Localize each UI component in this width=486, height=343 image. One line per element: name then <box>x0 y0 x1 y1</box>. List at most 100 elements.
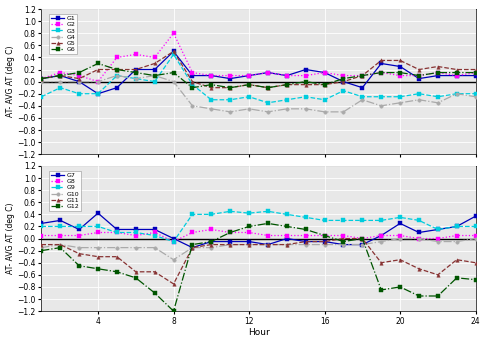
Legend: G1, G2, G3, G4, G5, G6: G1, G2, G3, G4, G5, G6 <box>49 14 77 54</box>
G7 <box>190 246 195 250</box>
G12 <box>416 294 422 298</box>
G11 <box>57 243 63 247</box>
G10 <box>95 246 101 250</box>
G1 <box>360 86 365 90</box>
G4 <box>171 80 176 84</box>
Line: G6: G6 <box>40 62 477 90</box>
Line: G12: G12 <box>40 222 477 313</box>
G12 <box>152 291 157 295</box>
G11 <box>208 243 214 247</box>
G6 <box>114 68 120 72</box>
G4 <box>57 80 63 84</box>
G3 <box>152 80 157 84</box>
G6 <box>454 71 460 75</box>
G9 <box>360 218 365 223</box>
G2 <box>133 52 139 57</box>
G11 <box>284 243 290 247</box>
G1 <box>378 61 384 66</box>
G10 <box>76 246 82 250</box>
G11 <box>397 258 403 262</box>
G7 <box>435 227 441 232</box>
G7 <box>76 227 82 232</box>
G2 <box>95 80 101 84</box>
G4 <box>303 107 309 111</box>
G12 <box>397 285 403 289</box>
Line: G8: G8 <box>40 228 477 243</box>
G10 <box>341 243 347 247</box>
G11 <box>227 243 233 247</box>
G2 <box>265 71 271 75</box>
G12 <box>171 309 176 313</box>
G3 <box>473 92 479 96</box>
G2 <box>57 71 63 75</box>
G4 <box>341 110 347 114</box>
G1 <box>435 73 441 78</box>
G10 <box>265 243 271 247</box>
G8 <box>341 234 347 238</box>
G10 <box>57 243 63 247</box>
G6 <box>208 83 214 87</box>
G2 <box>341 73 347 78</box>
G11 <box>190 246 195 250</box>
G2 <box>284 73 290 78</box>
Line: G10: G10 <box>40 237 477 261</box>
G11 <box>133 270 139 274</box>
G12 <box>38 249 44 253</box>
X-axis label: Hour: Hour <box>248 329 269 338</box>
G8 <box>114 230 120 235</box>
G9 <box>378 218 384 223</box>
G12 <box>114 270 120 274</box>
G9 <box>95 224 101 228</box>
G2 <box>38 76 44 81</box>
G1 <box>341 80 347 84</box>
G8 <box>38 234 44 238</box>
G11 <box>152 270 157 274</box>
G3 <box>57 86 63 90</box>
Line: G1: G1 <box>40 50 477 95</box>
G9 <box>227 209 233 213</box>
G5 <box>57 73 63 78</box>
G4 <box>190 104 195 108</box>
G8 <box>303 234 309 238</box>
G4 <box>76 80 82 84</box>
G4 <box>208 107 214 111</box>
G8 <box>435 236 441 240</box>
G11 <box>76 252 82 256</box>
G1 <box>133 68 139 72</box>
G1 <box>190 73 195 78</box>
G4 <box>454 92 460 96</box>
G7 <box>246 239 252 244</box>
G9 <box>208 212 214 216</box>
G6 <box>171 71 176 75</box>
G2 <box>322 71 328 75</box>
G10 <box>227 243 233 247</box>
G11 <box>114 255 120 259</box>
G10 <box>360 243 365 247</box>
G6 <box>341 76 347 81</box>
G12 <box>57 246 63 250</box>
G9 <box>322 218 328 223</box>
G8 <box>133 234 139 238</box>
G8 <box>454 234 460 238</box>
G3 <box>416 92 422 96</box>
G12 <box>378 288 384 292</box>
G3 <box>246 95 252 99</box>
G8 <box>473 234 479 238</box>
G5 <box>246 83 252 87</box>
G10 <box>284 243 290 247</box>
G12 <box>435 294 441 298</box>
G7 <box>416 230 422 235</box>
G4 <box>152 73 157 78</box>
G4 <box>435 101 441 105</box>
G9 <box>246 211 252 215</box>
G4 <box>95 80 101 84</box>
G2 <box>246 73 252 78</box>
G6 <box>360 73 365 78</box>
G6 <box>265 86 271 90</box>
G1 <box>76 80 82 84</box>
G11 <box>322 239 328 244</box>
G4 <box>416 98 422 102</box>
G2 <box>360 73 365 78</box>
G5 <box>171 49 176 54</box>
G5 <box>190 80 195 84</box>
